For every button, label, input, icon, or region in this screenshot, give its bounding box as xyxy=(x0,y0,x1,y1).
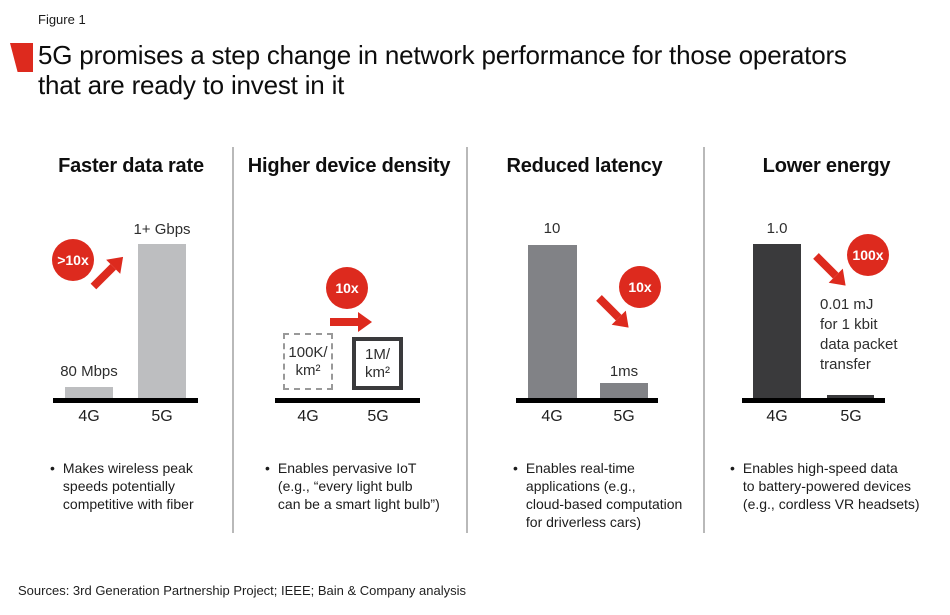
bar-value-label-4g: 80 Mbps xyxy=(60,363,118,380)
panel-title: Higher device density xyxy=(247,155,451,177)
multiplier-badge: 100x xyxy=(847,234,889,276)
multiplier-badge: 10x xyxy=(619,266,661,308)
density-box-5g: 1M/ km² xyxy=(352,337,403,390)
tick-label-5g: 5G xyxy=(840,408,862,425)
bar-4g xyxy=(753,244,801,398)
density-box-4g: 100K/ km² xyxy=(283,333,333,390)
panel-title: Lower energy xyxy=(762,155,891,177)
bar-5g xyxy=(600,383,648,398)
bar-value-label-5g: 1+ Gbps xyxy=(133,221,191,238)
axis-line xyxy=(516,398,658,403)
panel-divider xyxy=(703,147,705,533)
bullet-point: • Enables pervasive IoT (e.g., “every li… xyxy=(265,459,455,513)
bullet-text: Enables pervasive IoT (e.g., “every ligh… xyxy=(277,460,440,512)
panel-divider xyxy=(232,147,234,533)
multiplier-badge: 10x xyxy=(326,267,368,309)
panel-divider xyxy=(466,147,468,533)
bar-5g xyxy=(827,395,874,398)
title-marker-icon xyxy=(10,43,33,72)
panel-higher-device-density: Higher device density 10x 100K/ km² 1M/ … xyxy=(232,147,466,533)
tick-label-4g: 4G xyxy=(541,408,563,425)
sources-note: Sources: 3rd Generation Partnership Proj… xyxy=(18,583,466,598)
tick-label-5g: 5G xyxy=(367,408,389,425)
density-box-label-4g: 100K/ km² xyxy=(288,343,328,379)
tick-label-5g: 5G xyxy=(151,408,173,425)
axis-line xyxy=(275,398,420,403)
tick-label-4g: 4G xyxy=(78,408,100,425)
bullet-dot-icon: • xyxy=(513,460,518,476)
arrow-down-right-icon xyxy=(588,291,635,338)
bullet-point: • Enables high-speed data to battery-pow… xyxy=(730,459,930,513)
bullet-text: Enables high-speed data to battery-power… xyxy=(742,460,920,512)
bullet-point: • Enables real-time applications (e.g., … xyxy=(513,459,698,531)
bullet-dot-icon: • xyxy=(50,460,55,476)
bar-4g xyxy=(65,387,113,398)
multiplier-badge: >10x xyxy=(52,239,94,281)
bullet-dot-icon: • xyxy=(265,460,270,476)
energy-annotation: 0.01 mJ for 1 kbit data packet transfer xyxy=(820,296,898,373)
bullet-dot-icon: • xyxy=(730,460,735,476)
panel-reduced-latency: Reduced latency 10 10x 1ms 4G 5G • Enabl… xyxy=(466,147,703,533)
figure-label: Figure 1 xyxy=(38,12,86,27)
panel-title: Reduced latency xyxy=(506,155,663,177)
arrow-down-right-icon xyxy=(805,249,852,296)
density-box-label-5g: 1M/ km² xyxy=(364,345,390,381)
bar-4g xyxy=(528,245,577,398)
arrow-up-right-icon xyxy=(86,250,133,297)
tick-label-4g: 4G xyxy=(766,408,788,425)
panel-lower-energy: Lower energy 1.0 100x 0.01 mJ for 1 kbit… xyxy=(703,147,950,533)
bar-value-label-4g: 1.0 xyxy=(766,220,788,237)
bar-value-label-4g: 10 xyxy=(543,220,561,237)
bar-5g xyxy=(138,244,186,398)
axis-line xyxy=(53,398,198,403)
arrow-right-icon xyxy=(330,312,372,337)
tick-label-4g: 4G xyxy=(297,408,319,425)
bullet-text: Enables real-time applications (e.g., cl… xyxy=(525,460,683,530)
panel-title: Faster data rate xyxy=(58,155,204,177)
bar-value-label-5g: 1ms xyxy=(609,363,639,380)
figure-title: 5G promises a step change in network per… xyxy=(38,40,847,100)
axis-line xyxy=(742,398,885,403)
tick-label-5g: 5G xyxy=(613,408,635,425)
bullet-text: Makes wireless peak speeds potentially c… xyxy=(62,460,194,512)
bullet-point: • Makes wireless peak speeds potentially… xyxy=(50,459,225,513)
panel-faster-data-rate: Faster data rate >10x 1+ Gbps 80 Mbps 4G… xyxy=(30,147,232,533)
